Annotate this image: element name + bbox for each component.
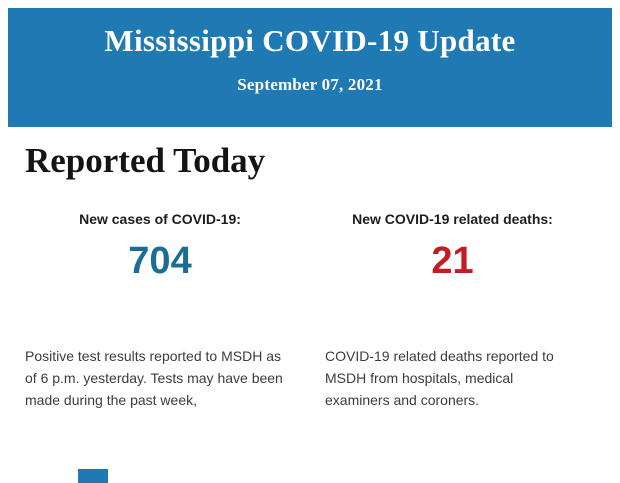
newsletter-banner: Mississippi COVID-19 Update September 07… [8, 8, 612, 127]
stats-row: New cases of COVID-19: 704 Positive test… [25, 211, 620, 411]
new-cases-value: 704 [128, 240, 192, 283]
new-cases-description: Positive test results reported to MSDH a… [25, 348, 283, 409]
related-deaths-label: New COVID-19 related deaths: [352, 211, 553, 228]
reported-today-heading: Reported Today [25, 141, 266, 180]
partial-banner-fragment [78, 469, 108, 483]
new-cases-label: New cases of COVID-19: [79, 211, 241, 228]
stat-column-new-cases: New cases of COVID-19: 704 Positive test… [25, 211, 295, 411]
related-deaths-value: 21 [431, 240, 474, 283]
report-section: Reported Today New cases of COVID-19: 70… [0, 127, 620, 411]
banner-title: Mississippi COVID-19 Update [104, 23, 516, 58]
banner-date: September 07, 2021 [237, 75, 383, 94]
stat-column-related-deaths: New COVID-19 related deaths: 21 COVID-19… [325, 211, 580, 411]
related-deaths-description: COVID-19 related deaths reported to MSDH… [325, 348, 554, 409]
